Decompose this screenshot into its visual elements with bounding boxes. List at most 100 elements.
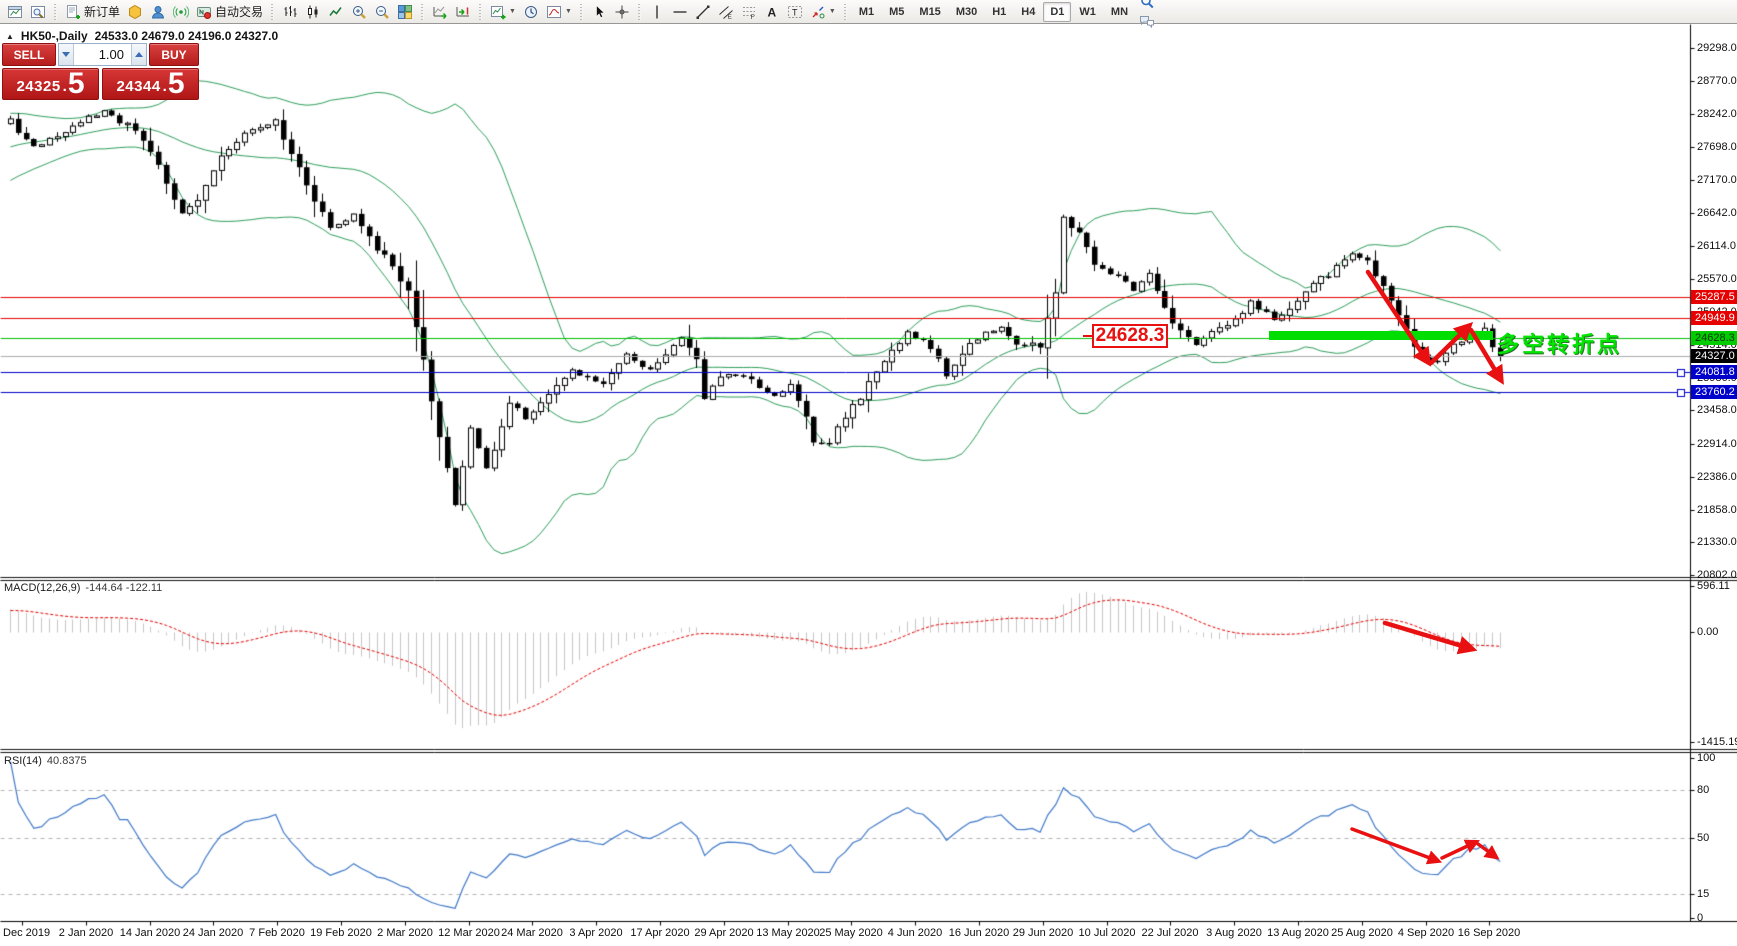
rsi-tick-label: 0 (1697, 912, 1704, 924)
dropdown-caret-icon[interactable]: ▼ (564, 8, 572, 15)
price-tick-label: 28242.0 (1697, 108, 1737, 120)
trend-line-button[interactable] (692, 2, 714, 22)
rsi-value: 40.8375 (46, 755, 87, 767)
toolbar-separator (579, 3, 583, 20)
price-annotation-box[interactable]: 24628.3 (1092, 324, 1168, 348)
auto-trading-button[interactable]: 自动交易 (193, 2, 266, 22)
tile-windows-button[interactable] (394, 2, 416, 22)
symbol-title: HK50-,Daily (20, 29, 88, 43)
timeframe-m1[interactable]: M1 (858, 5, 875, 18)
support-price-tag[interactable]: 24081.8 (1691, 365, 1737, 379)
search-button[interactable] (1136, 0, 1158, 12)
rsi-indicator-label: RSI(14) 40.8375 (4, 755, 87, 767)
toolbar-separator (421, 3, 425, 20)
zoom-in-button[interactable] (348, 2, 370, 22)
date-tick-label: 13 Aug 2020 (1267, 927, 1329, 939)
pivot-price-tag[interactable]: 24628.3 (1691, 331, 1737, 345)
one-click-trade-panel: SELL 1.00 BUY 24325. 5 24344. 5 (2, 43, 199, 100)
toolbar: 新订单 自动交易 ▼ ▼ E F A T ▼ M1 M5 M15 M30 H1 H4 D1 W1 MN (0, 0, 1737, 28)
fibonacci-button[interactable]: F (738, 2, 760, 22)
volume-input[interactable]: 1.00 (98, 47, 124, 62)
chart-shift-icon (456, 6, 470, 16)
timeframe-h4[interactable]: H4 (1021, 5, 1036, 18)
horizontal-line-icon (673, 10, 687, 13)
date-tick-label: 3 Apr 2020 (569, 927, 623, 939)
date-tick-label: 19 Feb 2020 (310, 927, 372, 939)
date-tick-label: 16 Jun 2020 (948, 927, 1010, 939)
dropdown-caret-icon[interactable]: ▼ (828, 8, 836, 15)
price-tick-label: 27698.0 (1697, 141, 1737, 153)
pivot-highlight-bar[interactable] (1269, 331, 1493, 340)
timeframe-m30[interactable]: M30 (955, 5, 978, 18)
buy-button[interactable]: BUY (149, 43, 199, 66)
macd-indicator-label: MACD(12,26,9) -144.64 -122.11 (4, 582, 162, 594)
dropdown-caret-icon[interactable]: ▼ (509, 8, 516, 15)
vertical-line-icon (656, 5, 658, 18)
community-button[interactable] (147, 2, 169, 22)
chart-window-button[interactable] (4, 2, 26, 22)
text-label-button[interactable]: T (784, 2, 806, 22)
toolbar-separator (271, 3, 275, 20)
macd-tick-label: -1415.19 (1697, 736, 1737, 748)
toolbar-right-icons (1136, 0, 1158, 32)
trade-panel-top-row: SELL 1.00 BUY (2, 43, 199, 66)
buy-price-panel[interactable]: 24344. 5 (102, 68, 199, 100)
resistance-price-tag[interactable]: 25287.5 (1691, 290, 1737, 304)
one-click-collapse-icon[interactable]: ▲ (6, 31, 14, 41)
triangle-up-icon (135, 52, 143, 57)
new-order-label: 新订单 (84, 4, 121, 19)
new-chart-button[interactable]: ▼ (487, 2, 519, 22)
date-tick-label: 22 Jul 2020 (1141, 927, 1199, 939)
sell-button[interactable]: SELL (2, 43, 56, 66)
price-tick-label: 20802.0 (1697, 569, 1737, 581)
profiles-button[interactable] (520, 2, 542, 22)
svg-text:T: T (792, 7, 798, 17)
equidistant-channel-button[interactable]: E (715, 2, 737, 22)
sell-price-panel[interactable]: 24325. 5 (2, 68, 99, 100)
metaeditor-button[interactable] (124, 2, 146, 22)
timeframe-d1[interactable]: D1 (1043, 1, 1072, 22)
toolbar-separator (637, 3, 641, 20)
indicators-button[interactable]: ▼ (543, 2, 575, 22)
line-chart-mode-button[interactable] (325, 2, 347, 22)
text-button[interactable]: A (761, 2, 783, 22)
timeframe-mn[interactable]: MN (1110, 5, 1129, 18)
timeframe-m15[interactable]: M15 (919, 5, 941, 18)
pivot-annotation-text[interactable]: 多空转折点 (1497, 332, 1623, 357)
equidistant-channel-icon: E (719, 5, 733, 20)
symbol-header: ▲ HK50-,Daily 24533.0 24679.0 24196.0 24… (6, 29, 278, 43)
horizontal-line-button[interactable] (669, 2, 691, 22)
timeframe-h1[interactable]: H1 (992, 5, 1007, 18)
timeframe-m5[interactable]: M5 (889, 5, 905, 18)
signals-icon (173, 5, 190, 18)
date-tick-label: 7 Feb 2020 (249, 927, 305, 939)
bar-chart-mode-button[interactable] (279, 2, 301, 22)
cursor-button[interactable] (588, 2, 610, 22)
price-tick-label: 22914.0 (1697, 438, 1737, 450)
resistance-price-tag[interactable]: 24949.9 (1691, 311, 1737, 325)
signals-button[interactable] (170, 2, 192, 22)
current-price-price-tag[interactable]: 24327.0 (1691, 349, 1737, 363)
timeframe-w1[interactable]: W1 (1079, 5, 1096, 18)
crosshair-button[interactable] (611, 2, 633, 22)
volume-increase-button[interactable] (131, 44, 146, 65)
vertical-line-button[interactable] (646, 2, 668, 22)
support-price-tag[interactable]: 23760.2 (1691, 385, 1737, 399)
candlestick-mode-button[interactable] (302, 2, 324, 22)
text-label-icon: T (787, 5, 802, 18)
navigator-button[interactable] (27, 2, 49, 22)
new-order-button[interactable]: 新订单 (62, 2, 123, 22)
macd-tick-label: 596.11 (1697, 580, 1730, 592)
arrows-shapes-button[interactable]: ▼ (807, 2, 839, 22)
date-tick-label: 4 Sep 2020 (1397, 927, 1455, 939)
chart-shift-button[interactable] (452, 2, 474, 22)
zoom-out-button[interactable] (371, 2, 393, 22)
auto-scroll-button[interactable] (429, 2, 451, 22)
chat-button[interactable] (1136, 12, 1158, 32)
svg-text:A: A (767, 5, 776, 19)
date-tick-label: 4 Jun 2020 (887, 927, 943, 939)
date-tick-label: 17 Apr 2020 (630, 927, 690, 939)
volume-decrease-button[interactable] (59, 44, 74, 65)
metaeditor-icon (129, 4, 142, 19)
